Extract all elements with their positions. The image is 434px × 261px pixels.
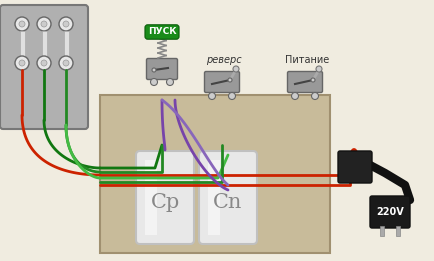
FancyBboxPatch shape xyxy=(147,58,178,80)
Circle shape xyxy=(152,68,156,72)
Bar xyxy=(208,160,220,235)
FancyBboxPatch shape xyxy=(370,196,410,228)
FancyBboxPatch shape xyxy=(338,151,372,183)
Circle shape xyxy=(228,78,232,82)
Bar xyxy=(145,160,157,235)
Text: Питание: Питание xyxy=(285,55,329,65)
FancyBboxPatch shape xyxy=(0,5,88,129)
Circle shape xyxy=(312,92,319,99)
FancyBboxPatch shape xyxy=(199,151,257,244)
Circle shape xyxy=(15,56,29,70)
Circle shape xyxy=(63,21,69,27)
Bar xyxy=(380,226,384,236)
Circle shape xyxy=(233,66,239,72)
Circle shape xyxy=(41,60,47,66)
FancyBboxPatch shape xyxy=(136,151,194,244)
Text: Cn: Cn xyxy=(214,193,243,212)
Text: реверс: реверс xyxy=(206,55,242,65)
Circle shape xyxy=(311,78,315,82)
Circle shape xyxy=(63,60,69,66)
Text: ПУСК: ПУСК xyxy=(148,27,176,37)
Text: 220V: 220V xyxy=(376,207,404,217)
Circle shape xyxy=(167,79,174,86)
Circle shape xyxy=(316,66,322,72)
Circle shape xyxy=(37,17,51,31)
Circle shape xyxy=(15,17,29,31)
Circle shape xyxy=(59,17,73,31)
Bar xyxy=(63,31,69,59)
Bar xyxy=(100,95,330,253)
Circle shape xyxy=(41,21,47,27)
Circle shape xyxy=(19,21,25,27)
Circle shape xyxy=(208,92,216,99)
Bar xyxy=(42,31,46,59)
Circle shape xyxy=(19,60,25,66)
Bar xyxy=(396,226,400,236)
FancyBboxPatch shape xyxy=(204,72,240,92)
Circle shape xyxy=(59,56,73,70)
Circle shape xyxy=(37,56,51,70)
FancyBboxPatch shape xyxy=(287,72,322,92)
Circle shape xyxy=(228,92,236,99)
Circle shape xyxy=(292,92,299,99)
Bar xyxy=(20,31,24,59)
Circle shape xyxy=(151,79,158,86)
Text: Cp: Cp xyxy=(150,193,180,212)
